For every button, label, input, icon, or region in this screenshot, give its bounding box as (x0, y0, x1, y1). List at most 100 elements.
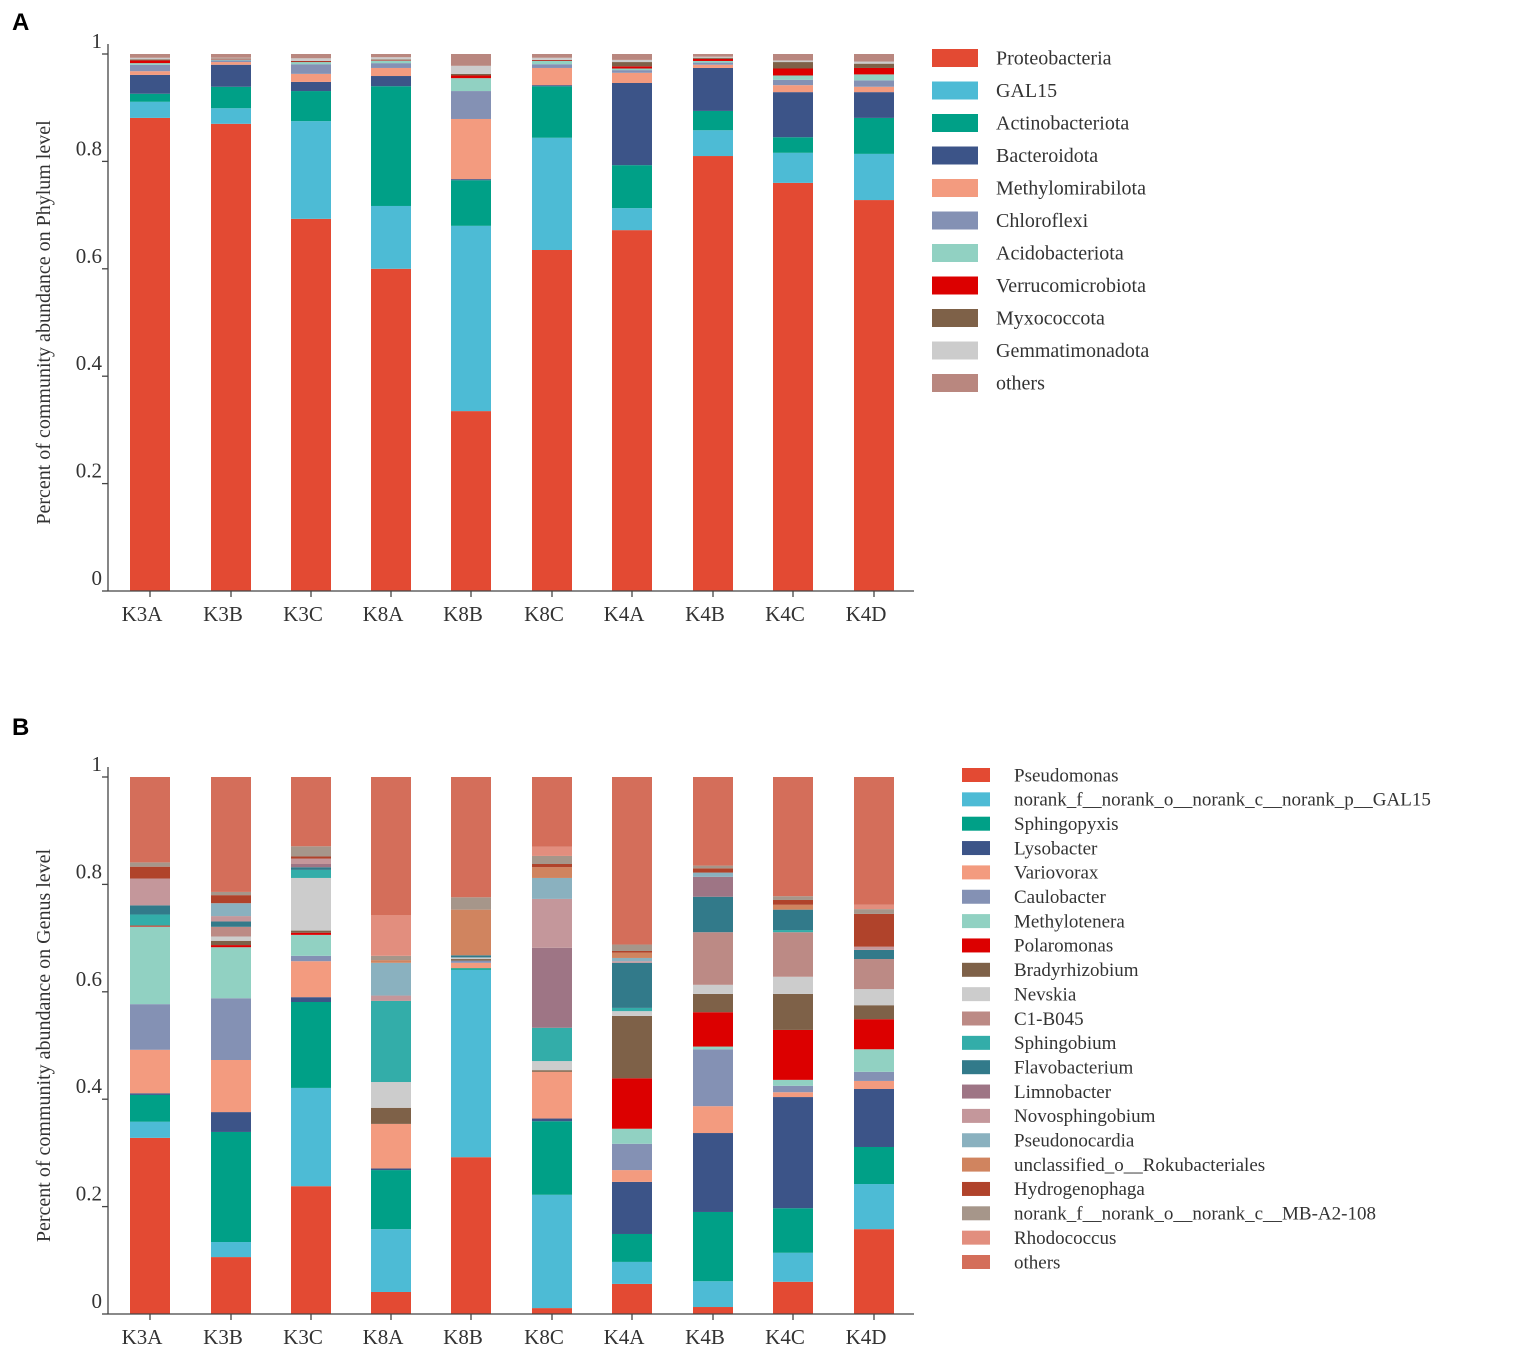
legend-label: Hydrogenophaga (1014, 1179, 1145, 1200)
bar-segment (612, 957, 652, 962)
bar-segment (693, 67, 733, 111)
bar-segment (773, 1097, 813, 1209)
bar-segment (693, 130, 733, 157)
bar-segment (773, 896, 813, 900)
bar-segment (130, 93, 170, 102)
legend-label: Flavobacterium (1014, 1057, 1133, 1078)
bar-segment (130, 117, 170, 591)
bar-segment (693, 1211, 733, 1282)
y-tick-label: 0.2 (76, 459, 102, 483)
legend-swatch (962, 768, 990, 782)
bar-segment (130, 862, 170, 867)
legend-swatch (932, 114, 978, 132)
bar-segment (451, 75, 491, 79)
bar-segment (451, 777, 491, 898)
bar-segment (211, 921, 251, 927)
legend-item: others (962, 1252, 1060, 1273)
bar-segment (532, 59, 572, 61)
bar-stack-k4c (773, 777, 813, 1314)
bar-segment (532, 777, 572, 847)
bar-segment (291, 64, 331, 74)
bar-segment (854, 92, 894, 118)
bar-segment (371, 960, 411, 963)
bar-segment (693, 1046, 733, 1050)
bar-segment (773, 79, 813, 86)
bar-segment (693, 993, 733, 1013)
y-tick-label: 0.2 (76, 1182, 102, 1206)
bar-segment (451, 180, 491, 226)
bar-segment (130, 60, 170, 64)
bar-segment (773, 182, 813, 591)
bar-segment (532, 1071, 572, 1119)
bar-segment (854, 1019, 894, 1050)
bar-segment (130, 878, 170, 906)
bar-segment (773, 1281, 813, 1314)
bar-segment (291, 961, 331, 998)
bar-segment (773, 976, 813, 994)
bar-segment (451, 411, 491, 591)
y-tick-label: 0.6 (76, 244, 102, 268)
bar-segment (211, 58, 251, 60)
bar-segment (211, 777, 251, 892)
bar-segment (451, 962, 491, 969)
bar-segment (854, 80, 894, 87)
bar-segment (854, 153, 894, 201)
bar-segment (451, 957, 491, 960)
bar-stack-k3c (291, 54, 331, 591)
legend: Pseudomonas norank_f__norank_o__norank_c_… (962, 765, 1431, 1273)
bar-segment (532, 86, 572, 138)
bar-segment (130, 57, 170, 60)
legend-label: others (996, 373, 1045, 395)
bar-stack-k4d (854, 54, 894, 591)
bar-stack-k4a (612, 777, 652, 1314)
bar-segment (532, 57, 572, 60)
legend-swatch (962, 792, 990, 807)
bar-segment (612, 68, 652, 71)
legend-swatch (932, 244, 978, 262)
legend-label: norank_f__norank_o__norank_c__MB-A2-108 (1014, 1204, 1376, 1225)
legend-swatch (932, 146, 978, 165)
bar-segment (371, 268, 411, 591)
bar-segment (693, 60, 733, 63)
x-tick-label: K3C (283, 602, 323, 626)
x-tick-label: K3C (283, 1325, 323, 1347)
bar-stack-k8a (371, 54, 411, 591)
legend-swatch (962, 1108, 990, 1123)
bar-segment (371, 86, 411, 206)
bar-segment (130, 926, 170, 1005)
bar-segment (854, 1080, 894, 1089)
bar-segment (291, 932, 331, 935)
bar-segment (371, 1170, 411, 1230)
legend-item: Pseudomonas (962, 765, 1119, 786)
bar-segment (532, 1118, 572, 1122)
legend: Proteobacteria GAL15 Actinobacteriota Bacte… (932, 48, 1149, 395)
bar-segment (854, 67, 894, 75)
y-tick-label: 0.8 (76, 859, 102, 883)
legend-item: Bacteroidota (932, 145, 1098, 167)
x-tick-label: K4D (846, 602, 887, 626)
bar-stack-k8b (451, 777, 491, 1314)
bar-segment (291, 58, 331, 61)
bar-segment (773, 1029, 813, 1080)
legend-swatch (962, 962, 990, 977)
y-tick-label: 0.8 (76, 136, 102, 160)
legend-item: Novosphingobium (962, 1106, 1156, 1127)
bar-segment (693, 777, 733, 866)
x-tick-label: K8A (363, 1325, 405, 1347)
legend-swatch (962, 914, 990, 929)
bar-stack-k8a (371, 777, 411, 1314)
legend-item: Flavobacterium (962, 1057, 1133, 1078)
legend-label: GAL15 (996, 80, 1057, 102)
bar-segment (612, 944, 652, 951)
bar-segment (854, 1146, 894, 1185)
bar-segment (211, 1242, 251, 1258)
bar-segment (612, 72, 652, 83)
bar-stack-k8c (532, 54, 572, 591)
bar-segment (291, 930, 331, 933)
bar-segment (130, 74, 170, 94)
bar-segment (451, 1157, 491, 1314)
legend-item: Proteobacteria (932, 48, 1112, 70)
bar-segment (451, 91, 491, 119)
bar-segment (291, 62, 331, 65)
bar-segment (451, 897, 491, 910)
